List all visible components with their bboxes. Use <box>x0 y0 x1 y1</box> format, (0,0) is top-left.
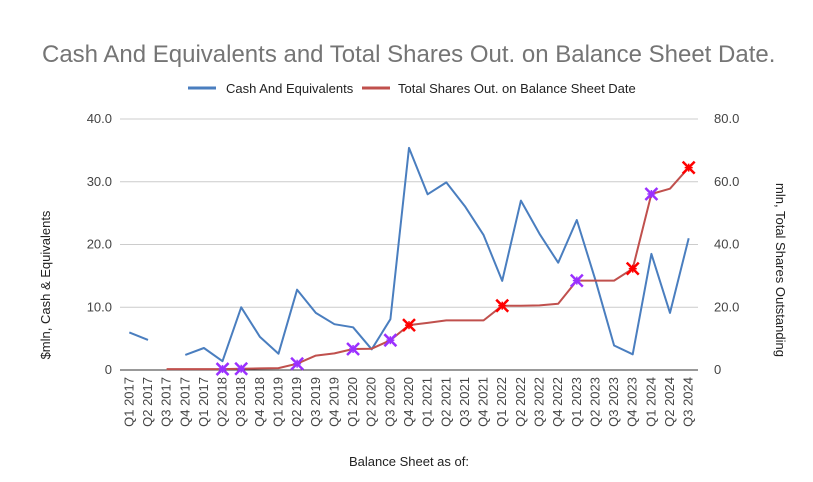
y-tick-label: 30.0 <box>87 174 112 189</box>
y-axis-label: $mln, Cash & Equivalents <box>38 210 53 359</box>
x-tick-label: Q1 2017 <box>121 377 136 427</box>
x-tick-label: Q1 2023 <box>569 377 584 427</box>
y2-axis-label: mln, Total Shares Outstanding <box>773 183 788 357</box>
series-line-cash <box>184 146 690 363</box>
x-tick-label: Q1 2022 <box>494 377 509 427</box>
x-tick-label: Q2 2022 <box>513 377 528 427</box>
legend: Cash And Equivalents Total Shares Out. o… <box>188 81 636 96</box>
data-point-marker <box>569 273 584 288</box>
data-point-marker <box>346 342 360 356</box>
data-point-marker <box>625 261 640 276</box>
y-tick-label: 0 <box>105 362 112 377</box>
data-point-marker <box>290 356 305 371</box>
y2-tick-label: 60.0 <box>714 174 739 189</box>
x-tick-label: Q1 2020 <box>345 377 360 427</box>
y-tick-label: 10.0 <box>87 299 112 314</box>
x-tick-label: Q1 2024 <box>643 377 658 427</box>
x-tick-label: Q4 2020 <box>401 377 416 427</box>
x-tick-label: Q3 2018 <box>233 377 248 427</box>
x-tick-label: Q3 2022 <box>532 377 547 427</box>
x-tick-label: Q3 2017 <box>159 377 174 427</box>
series-line-shares <box>166 166 690 371</box>
x-tick-label: Q3 2019 <box>308 377 323 427</box>
x-tick-label: Q1 2017 <box>196 377 211 427</box>
x-tick-label: Q4 2022 <box>550 377 565 427</box>
x-tick-label: Q2 2017 <box>140 377 155 427</box>
x-tick-label: Q3 2020 <box>382 377 397 427</box>
x-tick-label: Q2 2021 <box>438 377 453 427</box>
x-tick-label: Q4 2023 <box>625 377 640 427</box>
legend-label-cash: Cash And Equivalents <box>226 81 354 96</box>
y-tick-label: 40.0 <box>87 111 112 126</box>
data-point-marker <box>681 160 696 175</box>
series-line-cash <box>128 331 149 341</box>
x-tick-label: Q4 2018 <box>252 377 267 427</box>
data-point-marker <box>215 362 230 376</box>
chart-title: Cash And Equivalents and Total Shares Ou… <box>42 41 775 68</box>
data-point-marker <box>234 361 249 376</box>
data-point-marker <box>383 333 398 348</box>
x-axis-label: Balance Sheet as of: <box>349 454 469 469</box>
x-tick-label: Q4 2021 <box>476 377 491 427</box>
data-point-marker <box>495 298 510 313</box>
x-tick-label: Q2 2019 <box>289 377 304 427</box>
y-tick-label: 20.0 <box>87 237 112 252</box>
x-tick-label: Q3 2023 <box>606 377 621 427</box>
x-tick-label: Q4 2017 <box>177 377 192 427</box>
y2-tick-label: 20.0 <box>714 299 739 314</box>
legend-label-shares: Total Shares Out. on Balance Sheet Date <box>398 81 636 96</box>
x-tick-label: Q4 2019 <box>326 377 341 427</box>
x-tick-label: Q2 2020 <box>364 377 379 427</box>
x-tick-label: Q1 2021 <box>420 377 435 427</box>
y2-tick-label: 80.0 <box>714 111 739 126</box>
x-tick-label: Q1 2019 <box>270 377 285 427</box>
x-tick-label: Q2 2023 <box>587 377 602 427</box>
x-tick-label: Q2 2018 <box>215 377 230 427</box>
data-point-marker <box>402 318 416 333</box>
x-tick-label: Q3 2024 <box>681 377 696 427</box>
y2-tick-label: 0 <box>714 362 721 377</box>
data-point-marker <box>644 187 659 201</box>
y2-tick-label: 40.0 <box>714 237 739 252</box>
x-tick-label: Q2 2024 <box>662 377 677 427</box>
x-tick-label: Q3 2021 <box>457 377 472 427</box>
